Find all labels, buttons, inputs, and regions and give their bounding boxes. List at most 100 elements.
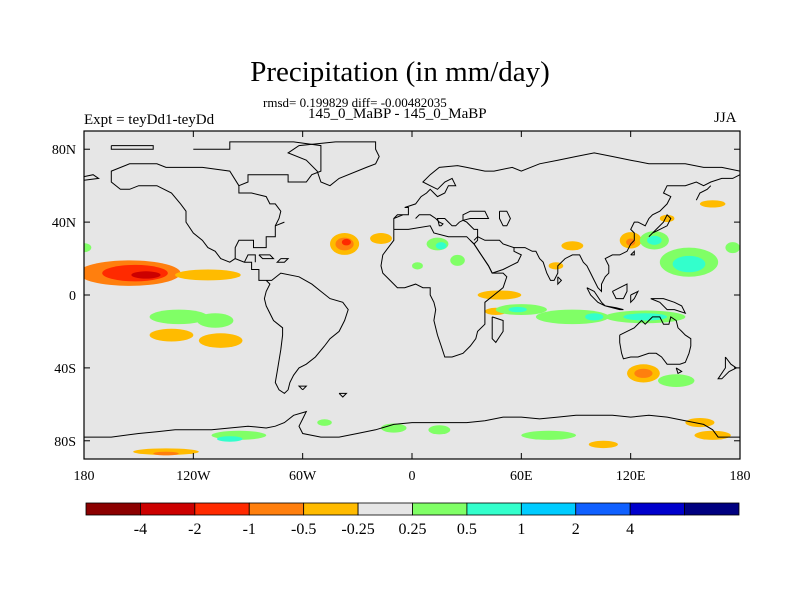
coastline xyxy=(415,214,479,241)
x-tick-label: 60E xyxy=(510,469,533,484)
x-tick-label: 60W xyxy=(289,469,317,484)
chart-title: Precipitation (in mm/day) xyxy=(250,56,550,88)
coastline xyxy=(393,214,404,219)
coastline xyxy=(469,239,493,274)
season-label: JJA xyxy=(714,110,737,126)
colorbar-label: 4 xyxy=(626,521,634,538)
anomaly-region xyxy=(435,242,447,250)
x-tick-label: 120W xyxy=(176,469,211,484)
map-axes: 180 120W 60W 0 60E 120E 180 80N 40N 0 40S 80S xyxy=(52,131,751,484)
anomaly-region xyxy=(685,418,715,428)
anomaly-region xyxy=(198,333,243,348)
y-tick-label: 80N xyxy=(52,143,76,158)
anomaly-region xyxy=(694,430,731,440)
map-plot-area xyxy=(83,130,741,460)
colorbar-label: -2 xyxy=(188,521,201,538)
anomaly-region xyxy=(217,436,243,442)
colorbar-swatch xyxy=(85,502,141,516)
x-tick-label: 180 xyxy=(730,469,751,484)
anomaly-region xyxy=(317,419,332,426)
colorbar-swatch xyxy=(303,502,359,516)
anomaly-region xyxy=(626,238,636,246)
colorbar-label: 2 xyxy=(572,521,580,538)
colorbar-label: -1 xyxy=(243,521,256,538)
colorbar-swatch xyxy=(575,502,631,516)
anomaly-region xyxy=(153,451,179,456)
coastline xyxy=(243,254,256,263)
anomaly-region xyxy=(149,309,208,325)
anomaly-region xyxy=(548,262,564,270)
anomaly-region xyxy=(535,309,609,325)
coastline xyxy=(338,392,348,398)
colorbar-swatch xyxy=(248,502,305,516)
colorbar-label: 1 xyxy=(517,521,525,538)
coastline xyxy=(605,305,624,311)
anomaly-region xyxy=(725,242,740,254)
colorbar-swatch xyxy=(466,502,522,516)
anomaly-region xyxy=(412,262,423,270)
anomaly-region xyxy=(561,241,584,251)
period-label: 145_0_MaBP - 145_0_MaBP xyxy=(308,106,487,122)
anomaly-region xyxy=(175,269,241,281)
y-tick-label: 80S xyxy=(54,435,76,450)
colorbar: -4 -2 -1 -0.5 -0.25 0.25 0.5 1 2 4 xyxy=(85,502,740,538)
anomaly-region xyxy=(381,423,407,433)
colorbar-label: -4 xyxy=(134,521,147,538)
coastline xyxy=(275,258,290,263)
anomaly-region xyxy=(131,271,161,279)
colorbar-label: -0.5 xyxy=(291,521,316,538)
coastline xyxy=(514,174,740,293)
colorbar-swatch xyxy=(140,502,196,516)
colorbar-label: 0.25 xyxy=(399,521,427,538)
colorbar-swatch xyxy=(520,502,577,516)
colorbar-swatch xyxy=(357,502,413,516)
colorbar-swatch xyxy=(684,502,740,516)
map-background xyxy=(84,131,740,459)
anomaly-region xyxy=(84,243,92,253)
colorbar-label: 0.5 xyxy=(457,521,477,538)
coastline xyxy=(258,254,275,260)
y-tick-label: 0 xyxy=(69,289,76,304)
coastline xyxy=(84,174,100,181)
anomaly-region xyxy=(521,430,577,440)
coastline xyxy=(84,410,740,438)
x-tick-label: 180 xyxy=(74,469,95,484)
anomaly-region xyxy=(699,200,726,208)
colorbar-swatch xyxy=(629,502,685,516)
coastline xyxy=(287,141,380,187)
x-tick-label: 0 xyxy=(409,469,416,484)
coastline xyxy=(193,141,349,395)
coastline xyxy=(557,276,563,286)
y-tick-label: 40N xyxy=(52,216,76,231)
anomaly-region xyxy=(634,368,653,378)
anomaly-region xyxy=(647,235,662,245)
coastline xyxy=(675,367,683,375)
anomaly-region xyxy=(658,374,695,388)
coastline xyxy=(619,316,692,365)
colorbar-label: -0.25 xyxy=(341,521,374,538)
anomaly-region xyxy=(341,238,351,246)
anomaly-region xyxy=(370,233,392,244)
anomaly-region xyxy=(149,328,194,342)
coastline xyxy=(630,290,640,304)
coastline xyxy=(717,356,738,380)
x-tick-label: 120E xyxy=(616,469,646,484)
coastline xyxy=(650,298,687,315)
coastline xyxy=(297,385,308,391)
coastline xyxy=(648,213,672,238)
anomaly-region xyxy=(588,440,618,449)
anomaly-region xyxy=(450,254,465,266)
anomaly-region xyxy=(623,313,668,321)
coastline xyxy=(462,210,490,221)
anomaly-region xyxy=(477,290,522,300)
anomaly-region xyxy=(659,214,675,223)
y-tick-label: 40S xyxy=(54,362,76,377)
coastline xyxy=(499,210,511,227)
coastline xyxy=(695,185,712,201)
anomaly-region xyxy=(508,306,527,313)
colorbar-swatch xyxy=(412,502,468,516)
anomaly-region xyxy=(196,313,234,328)
coastline xyxy=(630,250,635,256)
colorbar-swatch xyxy=(194,502,250,516)
